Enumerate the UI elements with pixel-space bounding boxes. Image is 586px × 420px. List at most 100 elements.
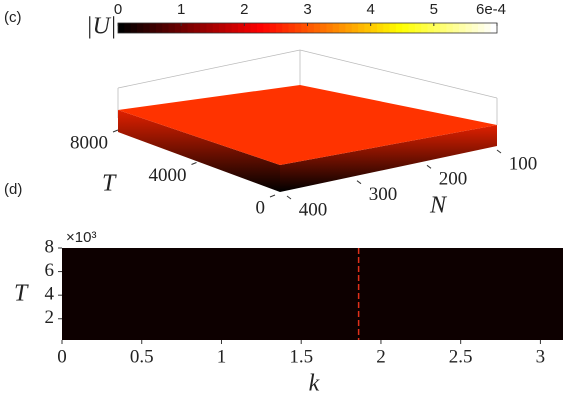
y-axis-label: T (102, 171, 117, 197)
colorbar-cell (376, 23, 384, 33)
colorbar-cell (206, 23, 214, 33)
y-multiplier: ×10³ (66, 229, 96, 246)
colorbar-cell (478, 23, 485, 33)
colorbar-cell (414, 23, 422, 33)
y-tick-label: 6 (45, 260, 55, 281)
colorbar-cell (459, 23, 467, 33)
colorbar-cell (307, 23, 315, 33)
colorbar-cell (364, 23, 372, 33)
colorbar-tick-label: 2 (240, 1, 248, 18)
x-tick-label: 0 (57, 346, 67, 367)
colorbar-cell (256, 23, 264, 33)
y-tick-label: 4000 (149, 165, 187, 186)
colorbar-cell (452, 23, 460, 33)
colorbar-cell (358, 23, 365, 33)
colorbar-cell (193, 23, 201, 33)
x-tick (426, 164, 432, 169)
colorbar-cell (446, 23, 454, 33)
surface-side (118, 110, 280, 192)
colorbar-cell (200, 23, 208, 33)
colorbar-cell (162, 23, 170, 33)
colorbar-cell (389, 23, 397, 33)
colorbar-cell (421, 23, 429, 33)
colorbar-cell (231, 23, 239, 33)
y-tick-label: 4 (45, 284, 55, 305)
x-tick (286, 195, 292, 200)
colorbar-cell (345, 23, 353, 33)
panel-label: (d) (4, 181, 22, 198)
colorbar-cell (219, 23, 226, 33)
colorbar-cell (427, 23, 435, 33)
x-tick-label: 100 (509, 153, 538, 174)
colorbar-cell (326, 23, 334, 33)
surface-side (280, 125, 497, 192)
x-tick-label: 1 (217, 346, 227, 367)
y-axis-label: T (14, 281, 29, 307)
colorbar-label: |U| (86, 14, 117, 40)
colorbar-cell (484, 23, 492, 33)
colorbar-cell (250, 23, 258, 33)
colorbar-cell (269, 23, 277, 33)
colorbar-cell (181, 23, 189, 33)
colorbar-cell (301, 23, 309, 33)
colorbar-cell (136, 23, 144, 33)
x-tick-label: 2 (376, 346, 386, 367)
colorbar-cell (155, 23, 163, 33)
y-tick (191, 162, 197, 165)
colorbar-cell (263, 23, 271, 33)
y-tick-label: 8 (45, 236, 55, 257)
x-tick (496, 149, 502, 154)
colorbar-cell (440, 23, 448, 33)
x-tick-label: 400 (299, 199, 328, 220)
colorbar-cell (313, 23, 321, 33)
colorbar-cell (130, 23, 138, 33)
colorbar-cell (402, 23, 410, 33)
colorbar-tick-label: 4 (366, 1, 374, 18)
x-tick-label: 300 (369, 184, 398, 205)
y-tick (269, 194, 276, 198)
colorbar-cell (383, 23, 391, 33)
y-tick-label: 8000 (70, 132, 108, 153)
colorbar-cell (339, 23, 346, 33)
colorbar-cell (320, 23, 328, 33)
x-axis-label: k (309, 371, 320, 397)
x-tick (356, 180, 362, 185)
panel-label: (c) (4, 9, 22, 26)
colorbar-cell (225, 23, 233, 33)
colorbar-cell (118, 23, 125, 33)
colorbar-cell (149, 23, 157, 33)
colorbar-cell (471, 23, 479, 33)
colorbar-cell (143, 23, 151, 33)
colorbar-cell (244, 23, 252, 33)
colorbar-cell (294, 23, 302, 33)
colorbar-cell (238, 23, 245, 33)
y-tick-label: 2 (45, 307, 55, 328)
x-tick-label: 200 (439, 169, 468, 190)
colorbar-cell (124, 23, 132, 33)
colorbar-tick-label: 1 (177, 1, 185, 18)
colorbar-cell (433, 23, 441, 33)
surface (118, 85, 497, 165)
colorbar-tick-label: 3 (303, 1, 311, 18)
colorbar-cell (174, 23, 182, 33)
x-tick-label: 0.5 (130, 346, 154, 367)
colorbar-cell (282, 23, 290, 33)
colorbar-cell (370, 23, 378, 33)
colorbar-tick-label: 6e-4 (476, 1, 506, 18)
y-tick (112, 129, 119, 133)
colorbar-cell (168, 23, 176, 33)
colorbar-cell (465, 23, 473, 33)
x-tick-label: 3 (536, 346, 546, 367)
heatmap-background (62, 248, 563, 340)
colorbar-tick-label: 0 (114, 1, 122, 18)
colorbar-cell (408, 23, 416, 33)
x-tick-label: 2.5 (449, 346, 473, 367)
colorbar-cell (332, 23, 340, 33)
colorbar-cell (288, 23, 296, 33)
colorbar-tick-label: 5 (430, 1, 438, 18)
box-wireframe (117, 49, 498, 125)
colorbar-cell (275, 23, 283, 33)
x-axis-label: N (429, 193, 448, 219)
x-tick-label: 1.5 (289, 346, 313, 367)
